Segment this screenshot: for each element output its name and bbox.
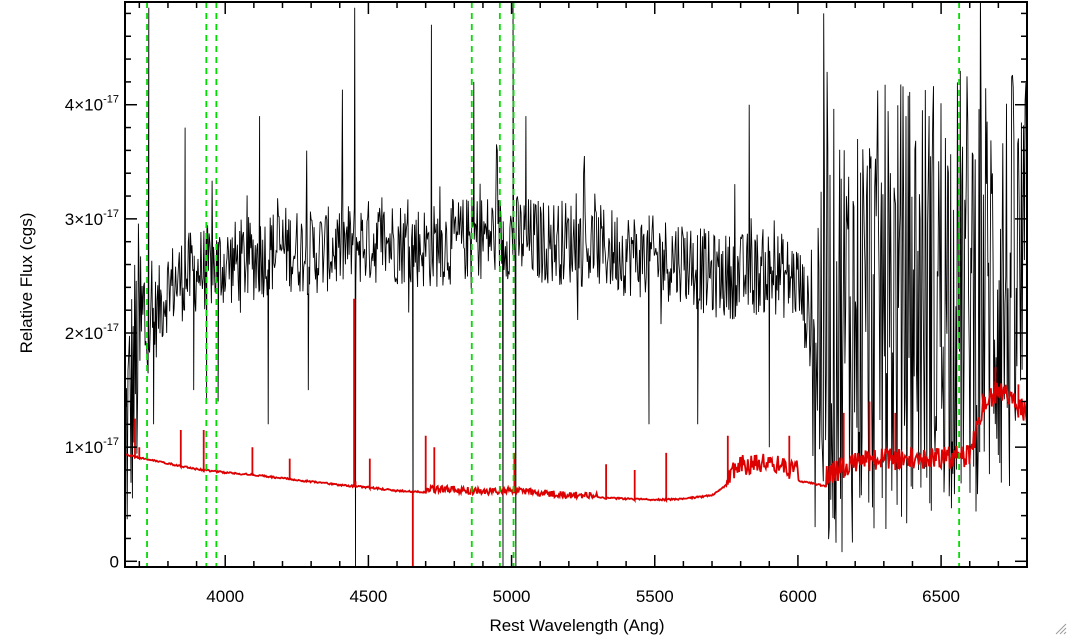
y-tick-exponent: -17 <box>103 322 119 334</box>
resize-grip-icon[interactable] <box>1055 623 1067 635</box>
y-tick-exponent: -17 <box>103 94 119 106</box>
x-tick-label-5500: 5500 <box>636 587 674 606</box>
y-tick-label-1: 1×10-17 <box>65 436 119 457</box>
series-observed-flux <box>125 2 1027 567</box>
y-tick-mantissa: 2×10 <box>65 324 103 343</box>
series-layer <box>125 2 1027 567</box>
y-tick-mantissa: 1×10 <box>65 438 103 457</box>
y-tick-mantissa: 0 <box>110 552 119 571</box>
x-tick-label-5000: 5000 <box>493 587 531 606</box>
y-axis-title: Relative Flux (cgs) <box>17 213 36 354</box>
y-tick-label-2: 2×10-17 <box>65 322 119 343</box>
x-tick-label-6500: 6500 <box>922 587 960 606</box>
x-tick-label-4000: 4000 <box>206 587 244 606</box>
plot-frame <box>124 1 1028 568</box>
y-tick-label-3: 3×10-17 <box>65 208 119 229</box>
y-tick-label-0: 0 <box>110 552 119 571</box>
y-tick-mantissa: 4×10 <box>65 96 103 115</box>
axes <box>124 1 1028 568</box>
x-tick-label-6000: 6000 <box>779 587 817 606</box>
y-tick-mantissa: 3×10 <box>65 210 103 229</box>
series-error-spectrum <box>125 298 1027 567</box>
y-tick-exponent: -17 <box>103 436 119 448</box>
ticks: 4000 4500 5000 5500 6000 650001×10-172×10-173… <box>65 2 1028 606</box>
x-tick-label-4500: 4500 <box>349 587 387 606</box>
x-axis-title: Rest Wavelength (Ang) <box>489 616 664 635</box>
y-tick-label-4: 4×10-17 <box>65 94 119 115</box>
y-tick-exponent: -17 <box>103 208 119 220</box>
